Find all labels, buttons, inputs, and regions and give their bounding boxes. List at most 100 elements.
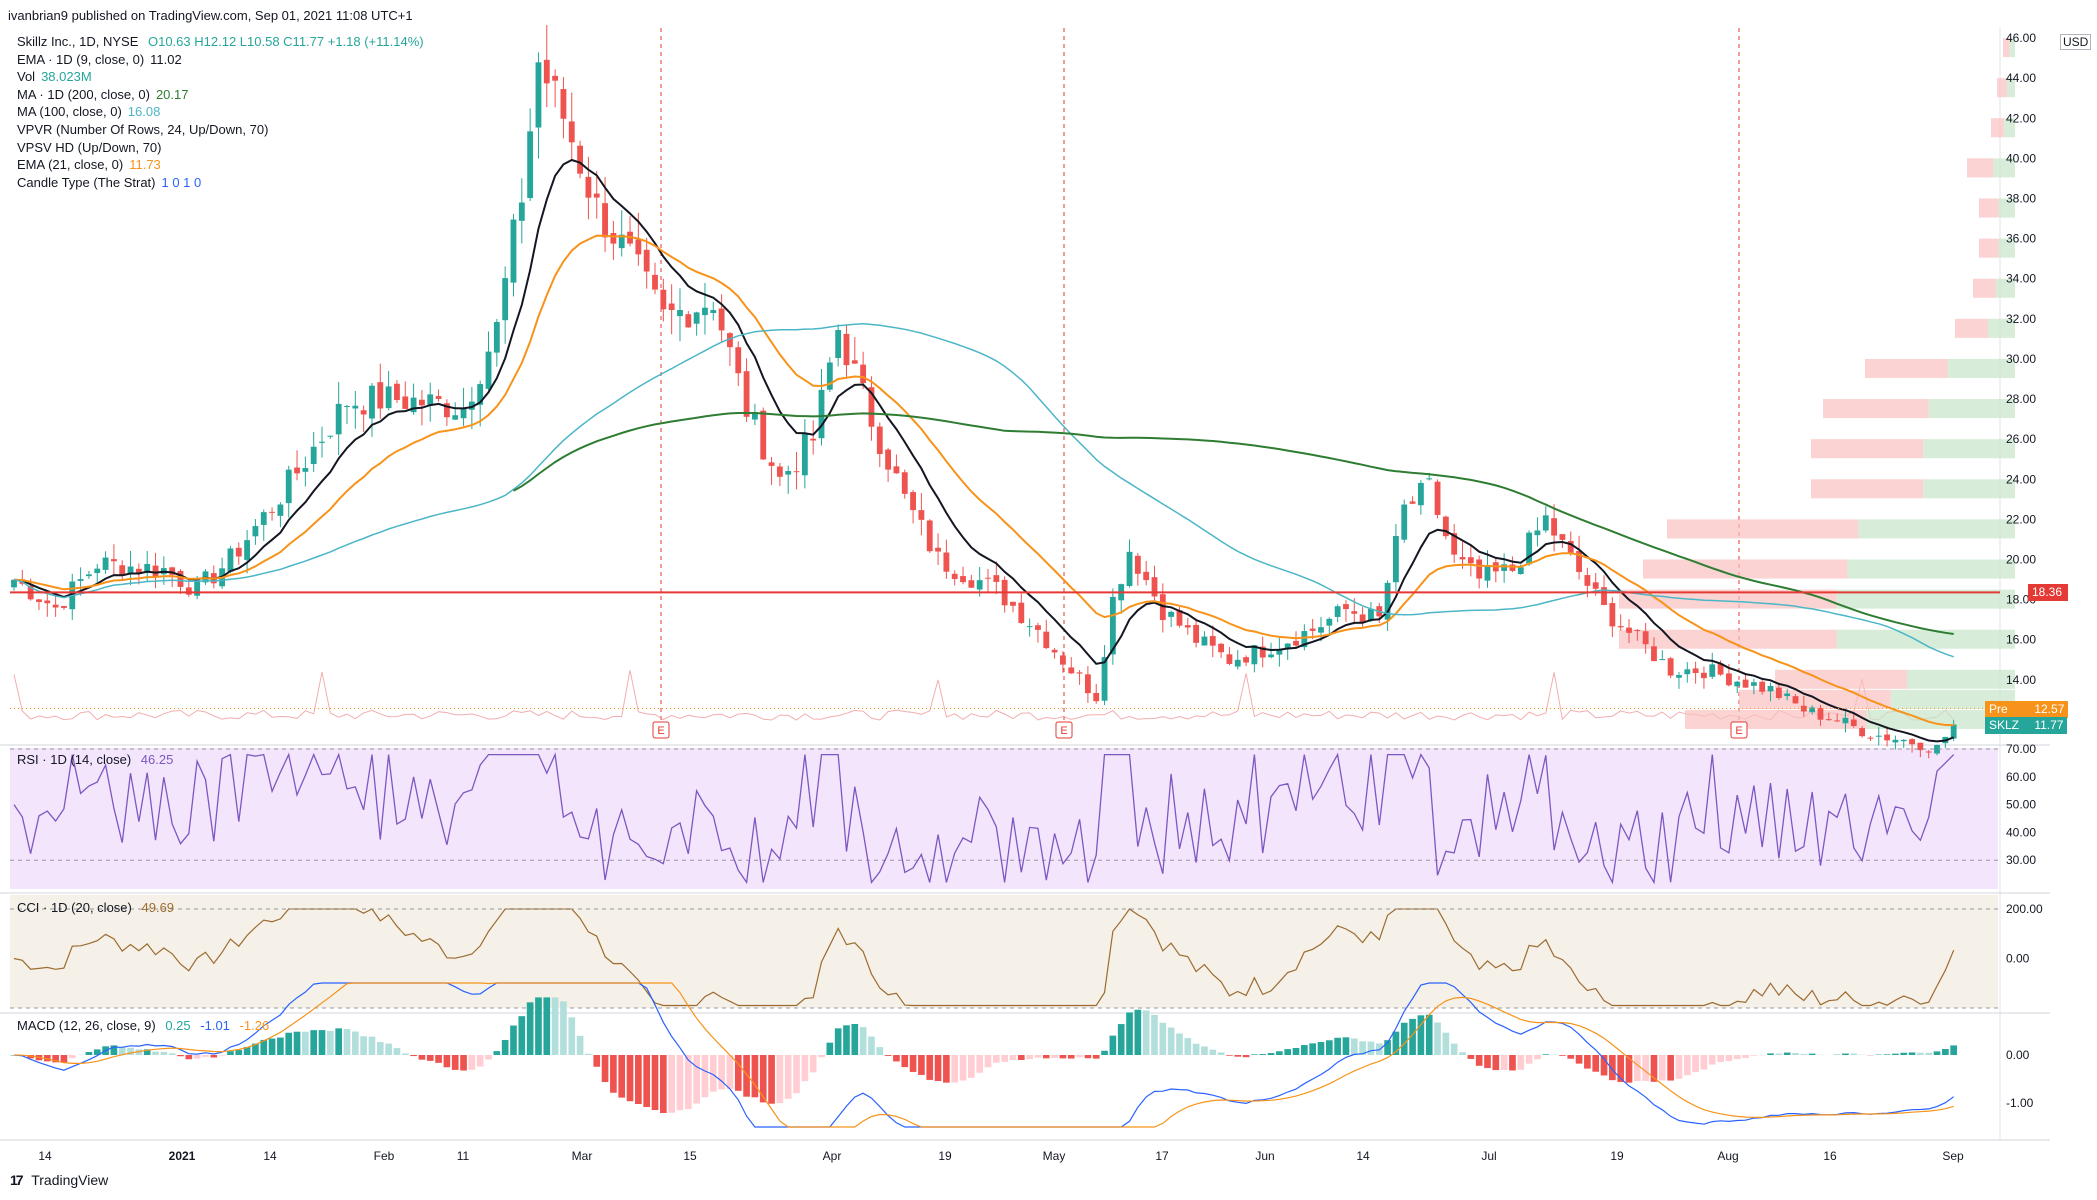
time-axis-tick: 2021 — [169, 1149, 196, 1163]
ohlc-values: O10.63 H12.12 L10.58 C11.77 +1.18 (+11.1… — [148, 34, 424, 49]
candle-body — [677, 310, 683, 317]
macd-histogram-bar — [1417, 1015, 1425, 1055]
candle-body — [818, 389, 825, 439]
candle-body — [710, 310, 717, 314]
macd-histogram-bar — [85, 1052, 93, 1055]
time-axis-tick: Jul — [1481, 1149, 1496, 1163]
vpvr-bar-down — [1979, 198, 1999, 218]
cci-legend[interactable]: CCI · 1D (20, close) 49.69 — [17, 900, 174, 915]
candle-body — [901, 472, 908, 494]
tradingview-logo-icon: 17 — [10, 1172, 24, 1188]
symbol-row[interactable]: Skillz Inc., 1D, NYSE O10.63 H12.12 L10.… — [17, 33, 424, 51]
candle-body — [1676, 675, 1682, 678]
price-tag-label: 18.36 — [2032, 585, 2063, 600]
indicator-row[interactable]: MA (100, close, 0) 16.08 — [17, 103, 424, 121]
macd-legend[interactable]: MACD (12, 26, close, 9) 0.25 -1.01 -1.26 — [17, 1018, 269, 1033]
volume-line — [13, 670, 1955, 721]
candle-body — [485, 351, 492, 389]
macd-histogram-bar — [926, 1055, 934, 1080]
candle-body — [1842, 717, 1849, 724]
candle-body — [1243, 657, 1249, 663]
candle-body — [394, 383, 400, 401]
price-tag: 18.36 — [2028, 584, 2068, 602]
vpvr-bar-down — [1811, 439, 1924, 459]
vpvr-bar-up — [2004, 118, 2015, 138]
candle-body — [1417, 482, 1424, 506]
candle-body — [77, 579, 84, 581]
macd-histogram-bar — [1384, 1040, 1391, 1055]
candle-body — [685, 314, 692, 328]
macd-histogram-bar — [1059, 1055, 1067, 1059]
indicator-row[interactable]: EMA (21, close, 0) 11.73 — [17, 156, 424, 174]
indicator-row[interactable]: Candle Type (The Strat) 1 0 1 0 — [17, 174, 424, 192]
macd-histogram-bar — [1101, 1050, 1108, 1055]
candle-body — [1209, 636, 1216, 646]
rsi-legend[interactable]: RSI · 1D (14, close) 46.25 — [17, 752, 173, 767]
candle-body — [660, 289, 667, 310]
candle-body — [568, 121, 575, 143]
candle-body — [194, 579, 201, 596]
candle-body — [1026, 626, 1033, 628]
rsi-axis-tick: 30.00 — [2006, 853, 2036, 867]
macd-signal-value: -1.26 — [239, 1018, 270, 1033]
candle-body — [1359, 614, 1366, 623]
macd-histogram-bar — [110, 1045, 118, 1055]
candle-body — [1659, 659, 1666, 661]
macd-histogram-bar — [1700, 1055, 1708, 1070]
macd-histogram-bar — [1792, 1053, 1799, 1055]
candle-body — [402, 396, 409, 409]
candle-body — [1018, 602, 1025, 623]
macd-histogram-bar — [460, 1055, 467, 1071]
macd-histogram-bar — [1467, 1055, 1475, 1059]
candle-body — [493, 321, 500, 353]
candle-body — [1126, 551, 1133, 587]
candle-body — [1501, 564, 1508, 571]
vpvr-bar-up — [1847, 559, 2015, 579]
currency-label[interactable]: USD — [2060, 34, 2092, 50]
indicator-row[interactable]: MA · 1D (200, close, 0) 20.17 — [17, 86, 424, 104]
macd-histogram-bar — [1609, 1055, 1616, 1081]
time-axis-tick: May — [1043, 1149, 1066, 1163]
indicator-row[interactable]: EMA · 1D (9, close, 0) 11.02 — [17, 51, 424, 69]
candle-body — [36, 599, 42, 602]
candle-body — [593, 193, 600, 198]
vpvr-bar-up — [1836, 589, 2015, 609]
macd-histogram-bar — [152, 1051, 159, 1055]
macd-histogram-bar — [1017, 1055, 1025, 1060]
macd-histogram-bar — [1592, 1055, 1600, 1072]
candle-body — [743, 371, 750, 417]
vpvr-bar-down — [2003, 38, 2010, 58]
macd-histogram-bar — [1301, 1045, 1308, 1055]
indicator-value: 38.023M — [41, 69, 92, 85]
indicator-label: VPSV HD (Up/Down, 70) — [17, 139, 162, 155]
macd-histogram-bar — [1850, 1053, 1858, 1055]
candle-body — [876, 426, 883, 455]
macd-signal-line — [13, 982, 1954, 1128]
macd-histogram-bar — [1217, 1052, 1225, 1055]
macd-histogram-bar — [1525, 1055, 1533, 1064]
indicator-row[interactable]: VPVR (Number Of Rows, 24, Up/Down, 70) — [17, 121, 424, 139]
candle-body — [1060, 655, 1066, 665]
macd-histogram-bar — [718, 1055, 725, 1090]
macd-histogram-bar — [1325, 1040, 1333, 1055]
price-axis-tick: 20.00 — [2006, 552, 2036, 566]
macd-histogram-bar — [268, 1038, 276, 1055]
candle-body — [369, 385, 375, 419]
time-axis-tick: Feb — [374, 1149, 395, 1163]
cci-value: 49.69 — [141, 900, 175, 915]
price-axis-tick: 28.00 — [2006, 392, 2036, 406]
candle-body — [868, 387, 875, 427]
macd-histogram-bar — [1359, 1041, 1366, 1055]
candle-body — [1859, 728, 1866, 737]
candle-body — [843, 333, 850, 366]
candle-body — [760, 410, 767, 460]
macd-histogram-bar — [918, 1055, 925, 1075]
candle-body — [252, 526, 259, 537]
time-axis-tick: 14 — [263, 1149, 277, 1163]
macd-histogram-bar — [193, 1055, 201, 1059]
macd-histogram-bar — [1484, 1055, 1491, 1069]
indicator-row[interactable]: VPSV HD (Up/Down, 70) — [17, 139, 424, 157]
price-axis-tick: 22.00 — [2006, 512, 2036, 526]
indicator-row[interactable]: Vol 38.023M — [17, 68, 424, 86]
